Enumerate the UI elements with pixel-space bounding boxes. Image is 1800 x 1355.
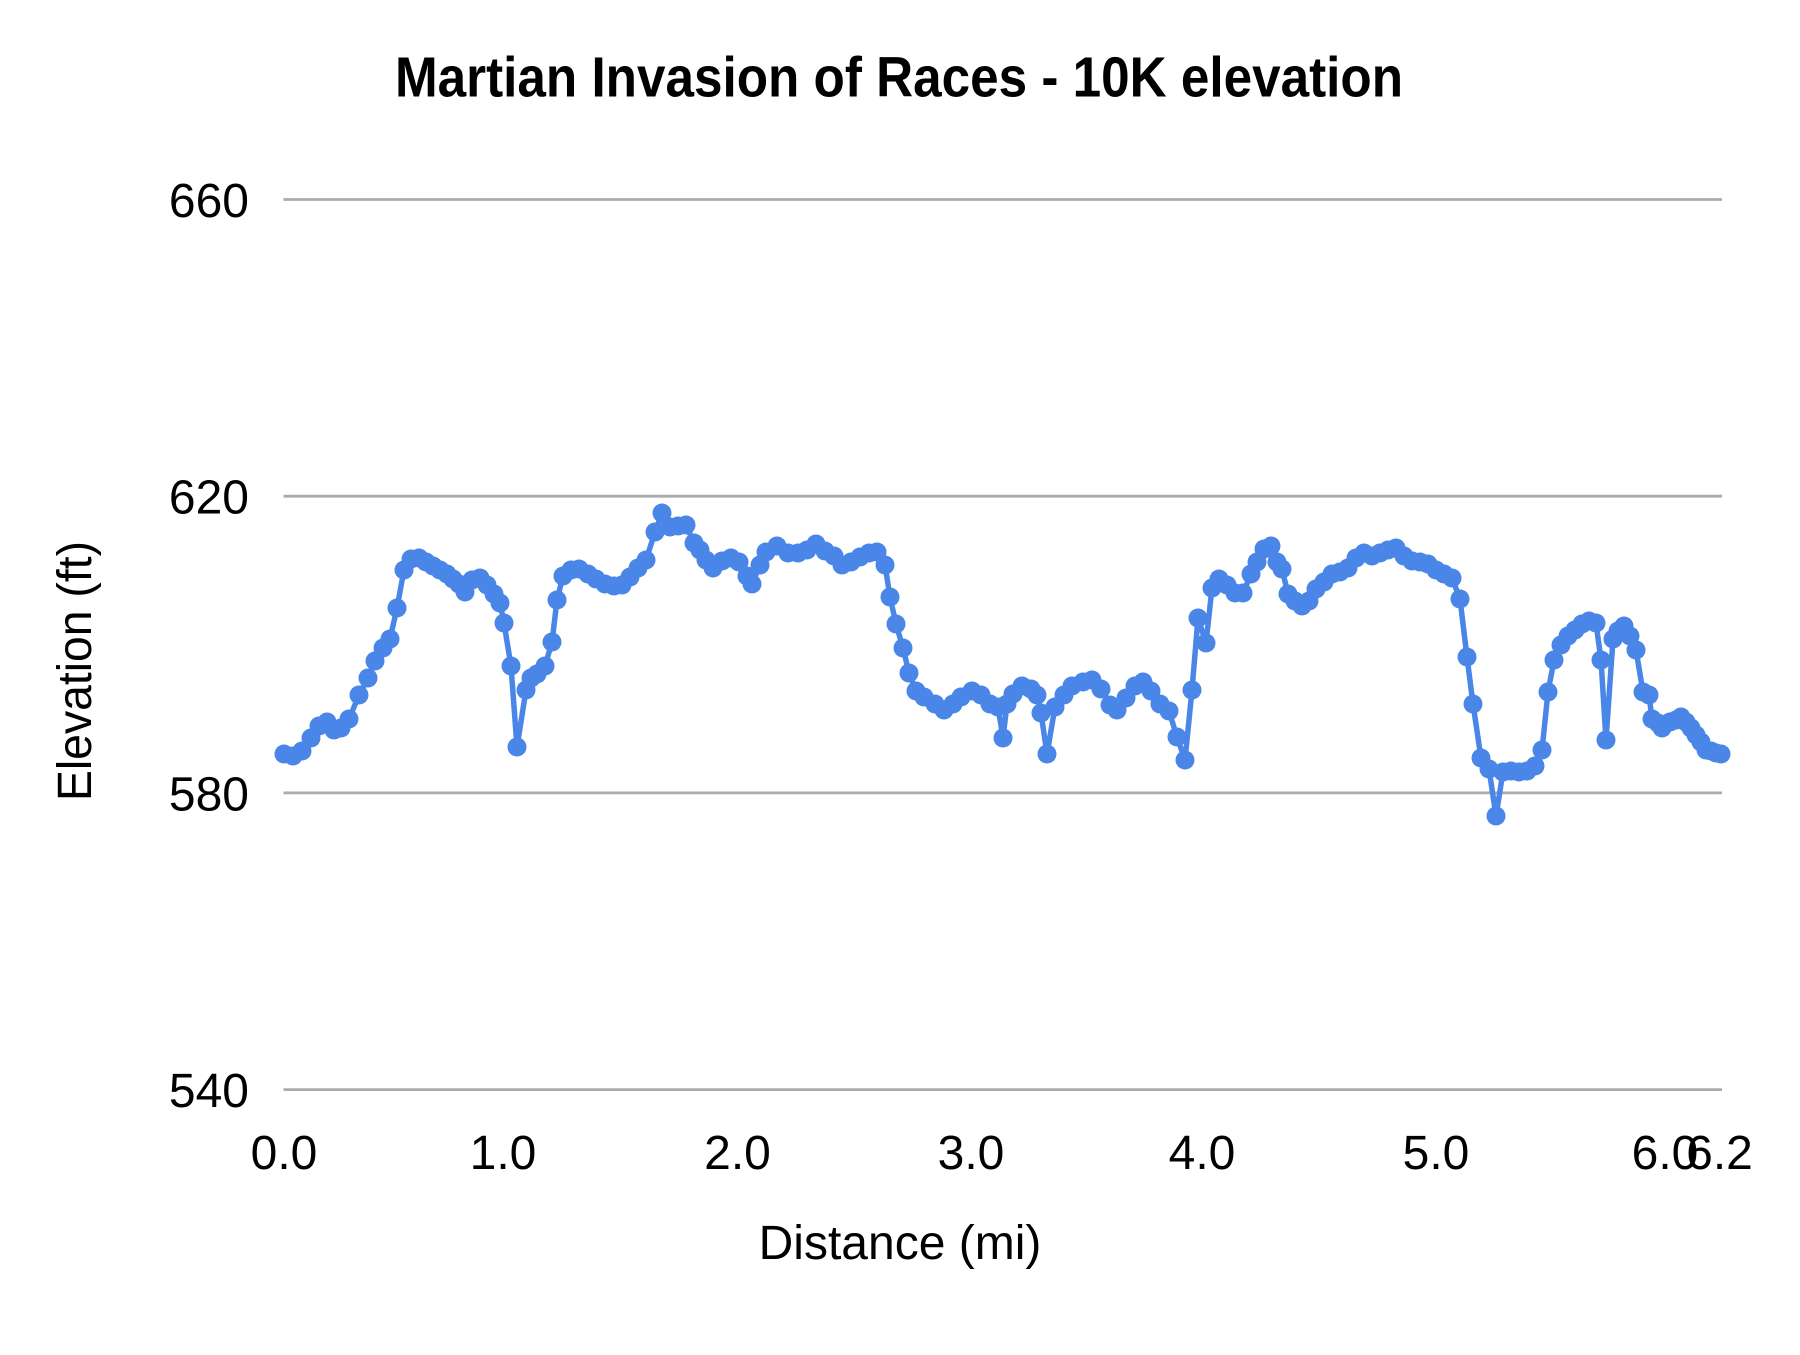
svg-text:580: 580 [169,768,249,821]
svg-text:1.0: 1.0 [470,1127,537,1180]
svg-text:Elevation (ft): Elevation (ft) [49,541,102,801]
svg-text:6.0: 6.0 [1632,1127,1699,1180]
svg-text:0.0: 0.0 [251,1127,318,1180]
svg-text:620: 620 [169,472,249,525]
svg-text:660: 660 [169,175,249,228]
svg-text:Distance (mi): Distance (mi) [759,1217,1042,1270]
svg-text:Martian Invasion of Races - 10: Martian Invasion of Races - 10K elevatio… [395,46,1403,110]
svg-text:540: 540 [169,1065,249,1118]
svg-text:5.0: 5.0 [1403,1127,1470,1180]
svg-text:4.0: 4.0 [1169,1127,1236,1180]
svg-text:6.2: 6.2 [1686,1127,1753,1180]
svg-text:2.0: 2.0 [704,1127,771,1180]
svg-text:3.0: 3.0 [938,1127,1005,1180]
